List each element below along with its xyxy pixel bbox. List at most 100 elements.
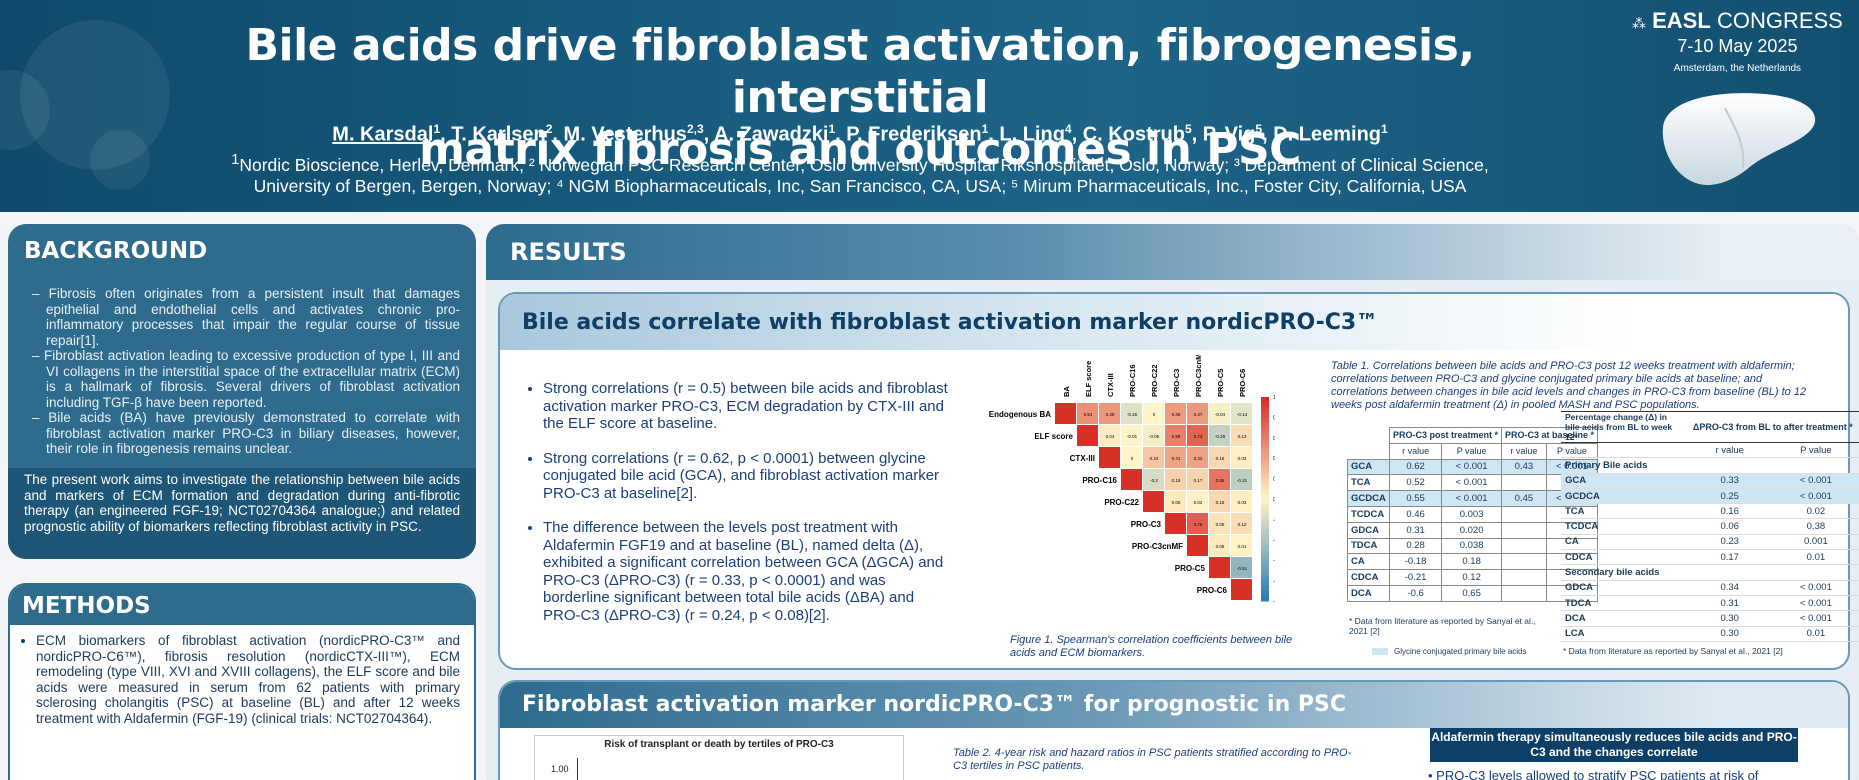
heatmap-cell	[1143, 403, 1164, 424]
colorbar-segment	[1261, 570, 1269, 576]
heatmap-cell	[1055, 403, 1076, 424]
heatmap-value-label: 0.15	[1216, 456, 1225, 461]
heatmap-value-label: 0.15	[1216, 500, 1225, 505]
section-title: Fibroblast activation marker nordicPRO-C…	[500, 682, 1848, 728]
table2-caption: Table 2. 4-year risk and hazard ratios i…	[953, 747, 1352, 772]
heatmap-cell	[1143, 491, 1164, 512]
colorbar-segment	[1261, 483, 1269, 490]
background-list: Fibrosis often originates from a persist…	[28, 286, 460, 457]
colorbar-segment	[1261, 402, 1269, 408]
table-row: TCDCA 0.46 0.003	[1347, 505, 1599, 523]
colorbar-segment	[1261, 473, 1269, 480]
table-cell: 0.46	[1388, 505, 1443, 523]
table-cell: < 0.001	[1772, 610, 1859, 627]
heatmap-cell	[1209, 557, 1230, 578]
heatmap-value-label: -0.16	[1127, 412, 1138, 417]
colorbar-tick: 0	[1273, 497, 1275, 503]
table-cell: < 0.001	[1772, 488, 1859, 505]
colorbar-segment	[1261, 529, 1269, 536]
methods-panel: METHODS ECM biomarkers of fibroblast act…	[8, 583, 476, 780]
table-row: CA 0.23 0.001	[1561, 534, 1859, 551]
results-heading: RESULTS	[486, 224, 1859, 280]
heatmap-cell	[1209, 403, 1230, 424]
author-name: P. Frederiksen	[846, 123, 982, 146]
y-axis	[577, 758, 578, 780]
table-cell: CA	[1347, 553, 1390, 571]
plot-title: Risk of transplant or death by tertiles …	[604, 739, 834, 750]
table1-caption: Table 1. Correlations between bile acids…	[1331, 360, 1807, 411]
col-r-header: r value	[1388, 442, 1443, 460]
table-cell: 0.31	[1686, 595, 1773, 612]
heatmap-cell	[1187, 403, 1208, 424]
y-tick-label: 1.00	[551, 764, 569, 774]
table1-note: * Data from literature as reported by Sa…	[1349, 616, 1536, 636]
heatmap-col-label: PRO-C6	[1238, 369, 1247, 397]
colorbar-segment	[1261, 509, 1269, 515]
heatmap-value-label: 0	[1131, 456, 1134, 461]
table-header: ΔPRO-C3 from BL to after treatment *	[1686, 411, 1859, 443]
colorbar-segment	[1261, 397, 1269, 403]
heatmap-value-label: 0.12	[1238, 522, 1247, 527]
heatmap-value-label: 0.51	[1084, 412, 1093, 417]
results-bullets: Strong correlations (r = 0.5) between bi…	[525, 380, 950, 641]
table-row: TCA 0.16 0.02	[1561, 503, 1859, 520]
table-cell: 0.038	[1441, 537, 1503, 555]
colorbar-tick: 0.6	[1273, 436, 1275, 442]
col-r-header: r value	[1686, 442, 1773, 459]
table-cell: 0.25	[1686, 488, 1773, 505]
table-cell: 0.62	[1388, 458, 1443, 476]
table-cell: 0.34	[1686, 580, 1773, 596]
table-cell: 0.45	[1501, 490, 1547, 507]
heatmap-value-label: -0.01	[1127, 434, 1138, 439]
heatmap-cell	[1209, 469, 1230, 490]
table-cell	[1501, 537, 1547, 555]
aldafermin-bullet: • PRO-C3 levels allowed to stratify PSC …	[1428, 768, 1759, 780]
table-cell: CDCA	[1347, 569, 1390, 586]
easl-congress-logo: ⁂ EASL CONGRESS 7-10 May 2025 Amsterdam,…	[1632, 8, 1843, 74]
table-cell: 0.003	[1441, 505, 1503, 523]
list-item: Strong correlations (r = 0.5) between bi…	[543, 380, 950, 433]
heatmap-cell	[1231, 403, 1252, 424]
heatmap-cell	[1077, 403, 1098, 424]
heatmap-value-label: -0.14	[1237, 412, 1248, 417]
liver-icon	[1662, 93, 1816, 186]
table-cell: -0.18	[1388, 553, 1443, 571]
table-cell: < 0.001	[1441, 458, 1503, 476]
colorbar-segment	[1261, 560, 1269, 566]
heatmap-cell	[1231, 469, 1252, 490]
colorbar-segment	[1261, 453, 1269, 459]
table-cell: TCA	[1347, 474, 1390, 492]
colorbar-segment	[1261, 534, 1269, 541]
table-cell: 0.43	[1501, 458, 1547, 476]
table-cell: GDCA	[1347, 521, 1390, 539]
heatmap-cell	[1077, 425, 1098, 446]
heatmap-cell	[1231, 491, 1252, 512]
colorbar-tick: -0.2	[1273, 517, 1275, 523]
heatmap-cell	[1187, 513, 1208, 534]
heatmap-cell	[1143, 469, 1164, 490]
colorbar-segment	[1261, 514, 1269, 520]
legend-swatch	[1372, 648, 1388, 656]
table-cell	[1501, 521, 1547, 539]
table-cell: 0.18	[1441, 553, 1503, 571]
heatmap-col-label: PRO-C5	[1216, 369, 1225, 397]
table-cell: < 0.001	[1441, 490, 1503, 507]
table-row: GCA 0.33 < 0.001	[1561, 473, 1859, 489]
table-cell: GCDCA	[1561, 488, 1687, 505]
heatmap-value-label: 0.03	[1238, 456, 1247, 461]
table-cell: 0.02	[1772, 503, 1859, 520]
heatmap-cell	[1121, 403, 1142, 424]
colorbar-segment	[1261, 427, 1269, 434]
table-cell	[1501, 584, 1547, 602]
colorbar-segment	[1261, 458, 1269, 464]
heatmap-cell	[1187, 447, 1208, 468]
colorbar-segment	[1261, 448, 1269, 454]
table-row: TCDCA 0.06 0.38	[1561, 518, 1859, 535]
colorbar-segment	[1261, 488, 1269, 495]
heatmap-value-label: -0.29	[1215, 434, 1226, 439]
heatmap-value-label: 0	[1153, 412, 1156, 417]
colorbar-segment	[1261, 524, 1269, 531]
heatmap-cell	[1209, 447, 1230, 468]
colorbar-segment	[1261, 493, 1269, 500]
colorbar-segment	[1261, 595, 1269, 602]
